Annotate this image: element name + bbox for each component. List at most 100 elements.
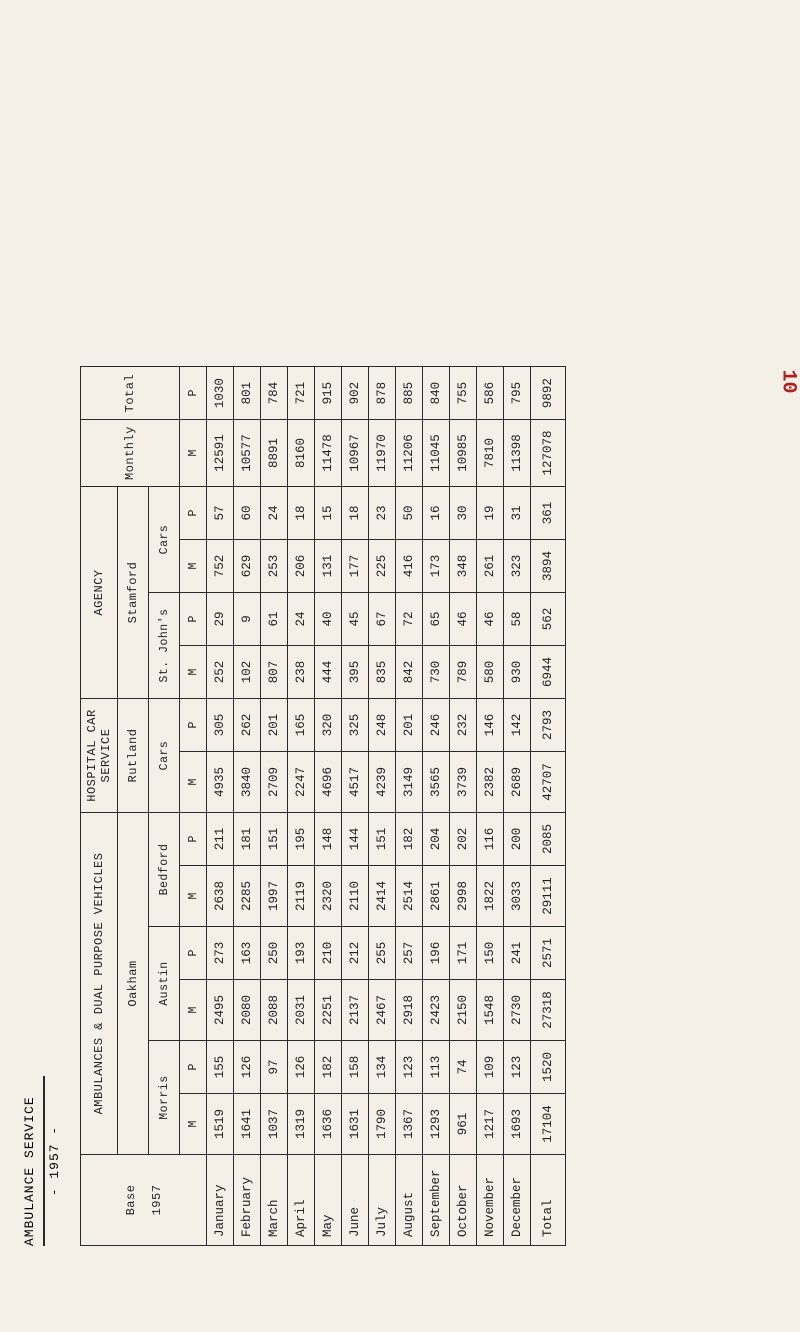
cell: 24 — [261, 487, 288, 540]
cell: 210 — [315, 927, 342, 980]
cars-header: Cars — [149, 699, 180, 813]
cell: 182 — [315, 1041, 342, 1094]
total-header: Total — [81, 367, 180, 420]
cell: 57 — [207, 487, 234, 540]
cell: 123 — [396, 1041, 423, 1094]
cell: 320 — [315, 699, 342, 752]
mp-header: P — [180, 813, 207, 866]
base-label: Base — [124, 1161, 138, 1239]
title-block: AMBULANCE SERVICE - 1957 - — [20, 1076, 66, 1246]
cell: 1367 — [396, 1094, 423, 1155]
cell: 23 — [369, 487, 396, 540]
cell: 255 — [369, 927, 396, 980]
monthly-header: Monthly — [81, 420, 180, 487]
month-label: May — [315, 1155, 342, 1246]
cell: 17104 — [531, 1094, 566, 1155]
cell: 257 — [396, 927, 423, 980]
cell: 11206 — [396, 420, 423, 487]
cell: 67 — [369, 593, 396, 646]
cell: 2495 — [207, 980, 234, 1041]
cell: 12591 — [207, 420, 234, 487]
cell: 8160 — [288, 420, 315, 487]
cell: 11478 — [315, 420, 342, 487]
cell: 2571 — [531, 927, 566, 980]
cell: 202 — [450, 813, 477, 866]
cell: 361 — [531, 487, 566, 540]
cell: 930 — [504, 646, 531, 699]
cell: 155 — [207, 1041, 234, 1094]
mp-header: P — [180, 1041, 207, 1094]
cell: 201 — [261, 699, 288, 752]
cell: 171 — [450, 927, 477, 980]
cell: 1997 — [261, 866, 288, 927]
month-label: August — [396, 1155, 423, 1246]
cell: 46 — [450, 593, 477, 646]
month-label: January — [207, 1155, 234, 1246]
cell: 2861 — [423, 866, 450, 927]
cell: 3840 — [234, 752, 261, 813]
cell: 629 — [234, 540, 261, 593]
cars2-header: Cars — [149, 487, 180, 593]
title-line-2: - 1957 - — [45, 1076, 66, 1246]
cell: 250 — [261, 927, 288, 980]
cell: 7810 — [477, 420, 504, 487]
cell: 1822 — [477, 866, 504, 927]
month-label: March — [261, 1155, 288, 1246]
cell: 173 — [423, 540, 450, 593]
cell: 10577 — [234, 420, 261, 487]
cell: 6944 — [531, 646, 566, 699]
month-label: November — [477, 1155, 504, 1246]
base-header: Base 1957 — [81, 1155, 207, 1246]
cell: 225 — [369, 540, 396, 593]
cell: 182 — [396, 813, 423, 866]
cell: 2285 — [234, 866, 261, 927]
cell: 1631 — [342, 1094, 369, 1155]
cell: 29111 — [531, 866, 566, 927]
cell: 16 — [423, 487, 450, 540]
cell: 72 — [396, 593, 423, 646]
cell: 273 — [207, 927, 234, 980]
cell: 204 — [423, 813, 450, 866]
cell: 2689 — [504, 752, 531, 813]
cell: 9 — [234, 593, 261, 646]
mp-header: M — [180, 752, 207, 813]
cell: 42707 — [531, 752, 566, 813]
cell: 1293 — [423, 1094, 450, 1155]
mp-header: M — [180, 420, 207, 487]
cell: 2414 — [369, 866, 396, 927]
cell: 2467 — [369, 980, 396, 1041]
mp-header: P — [180, 487, 207, 540]
cell: 416 — [396, 540, 423, 593]
cell: 2382 — [477, 752, 504, 813]
cell: 2150 — [450, 980, 477, 1041]
cell: 784 — [261, 367, 288, 420]
cell: 840 — [423, 367, 450, 420]
cell: 126 — [288, 1041, 315, 1094]
mp-header: M — [180, 1094, 207, 1155]
cell: 241 — [504, 927, 531, 980]
cell: 842 — [396, 646, 423, 699]
cell: 18 — [342, 487, 369, 540]
cell: 29 — [207, 593, 234, 646]
mp-header: M — [180, 540, 207, 593]
cell: 2080 — [234, 980, 261, 1041]
cell: 30 — [450, 487, 477, 540]
cell: 193 — [288, 927, 315, 980]
cell: 195 — [288, 813, 315, 866]
cell: 795 — [504, 367, 531, 420]
cell: 752 — [207, 540, 234, 593]
cell: 348 — [450, 540, 477, 593]
cell: 253 — [261, 540, 288, 593]
rutland-header: Rutland — [118, 699, 149, 813]
mp-header: P — [180, 593, 207, 646]
cell: 8891 — [261, 420, 288, 487]
month-label: September — [423, 1155, 450, 1246]
page-number: 10 — [776, 369, 799, 393]
cell: 1520 — [531, 1041, 566, 1094]
month-label: October — [450, 1155, 477, 1246]
cell: 1790 — [369, 1094, 396, 1155]
cell: 134 — [369, 1041, 396, 1094]
cell: 4517 — [342, 752, 369, 813]
cell: 2320 — [315, 866, 342, 927]
cell: 1519 — [207, 1094, 234, 1155]
